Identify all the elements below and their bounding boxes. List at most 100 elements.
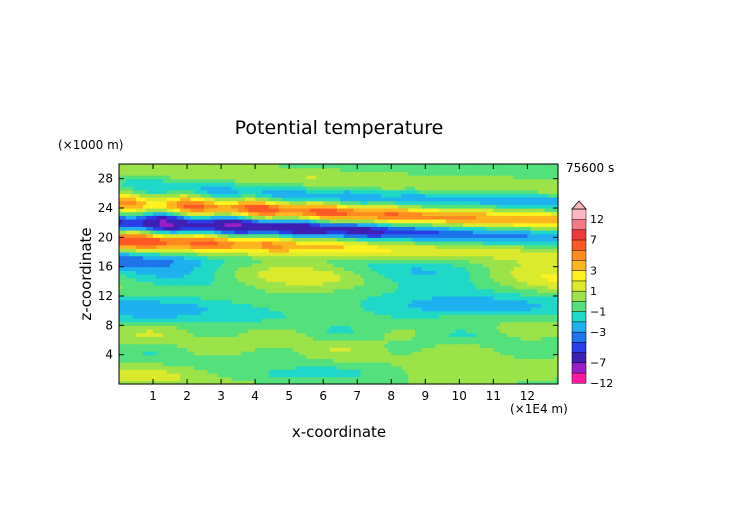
heatmap-cell bbox=[258, 314, 263, 319]
heatmap-cell bbox=[142, 193, 147, 198]
heatmap-cell bbox=[377, 197, 382, 202]
heatmap-cell bbox=[221, 299, 226, 304]
heatmap-cell bbox=[125, 186, 130, 191]
heatmap-cell bbox=[119, 233, 123, 238]
heatmap-cell bbox=[142, 241, 147, 246]
heatmap-cell bbox=[125, 310, 130, 315]
heatmap-cell bbox=[347, 277, 352, 282]
heatmap-cell bbox=[227, 336, 232, 341]
heatmap-cell bbox=[319, 222, 324, 227]
heatmap-cell bbox=[323, 351, 328, 356]
heatmap-cell bbox=[340, 351, 345, 356]
heatmap-cell bbox=[231, 186, 236, 191]
heatmap-cell bbox=[391, 178, 396, 183]
heatmap-cell bbox=[190, 296, 195, 301]
heatmap-cell bbox=[336, 211, 341, 216]
heatmap-cell bbox=[176, 292, 181, 297]
heatmap-cell bbox=[234, 373, 239, 378]
heatmap-cell bbox=[374, 325, 379, 330]
heatmap-cell bbox=[221, 167, 226, 172]
heatmap-cell bbox=[381, 178, 386, 183]
heatmap-cell bbox=[200, 347, 205, 352]
heatmap-cell bbox=[210, 211, 215, 216]
heatmap-cell bbox=[231, 373, 236, 378]
heatmap-cell bbox=[207, 241, 212, 246]
heatmap-cell bbox=[136, 318, 141, 323]
heatmap-cell bbox=[336, 171, 341, 176]
heatmap-cell bbox=[265, 274, 270, 279]
heatmap-cell bbox=[306, 222, 311, 227]
heatmap-cell bbox=[149, 336, 154, 341]
heatmap-cell bbox=[306, 351, 311, 356]
heatmap-cell bbox=[295, 325, 300, 330]
heatmap-cell bbox=[149, 244, 154, 249]
heatmap-cell bbox=[391, 182, 396, 187]
heatmap-cell bbox=[132, 340, 137, 345]
heatmap-cell bbox=[132, 252, 137, 257]
heatmap-cell bbox=[295, 376, 300, 381]
heatmap-cell bbox=[261, 186, 266, 191]
heatmap-cell bbox=[370, 281, 375, 286]
heatmap-cell bbox=[309, 365, 314, 370]
heatmap-cell bbox=[231, 351, 236, 356]
heatmap-cell bbox=[384, 373, 389, 378]
heatmap-cell bbox=[207, 369, 212, 374]
heatmap-cell bbox=[258, 164, 263, 169]
heatmap-cell bbox=[258, 285, 263, 290]
heatmap-cell bbox=[142, 233, 147, 238]
heatmap-cell bbox=[193, 274, 198, 279]
heatmap-cell bbox=[384, 237, 389, 242]
heatmap-cell bbox=[377, 281, 382, 286]
heatmap-cell bbox=[336, 340, 341, 345]
heatmap-cell bbox=[367, 281, 372, 286]
heatmap-cell bbox=[244, 373, 249, 378]
heatmap-cell bbox=[316, 182, 321, 187]
heatmap-cell bbox=[125, 332, 130, 337]
heatmap-cell bbox=[241, 244, 246, 249]
heatmap-cell bbox=[377, 321, 382, 326]
heatmap-cell bbox=[210, 186, 215, 191]
heatmap-cell bbox=[316, 178, 321, 183]
heatmap-cell bbox=[265, 200, 270, 205]
heatmap-cell bbox=[391, 259, 396, 264]
heatmap-cell bbox=[251, 186, 256, 191]
heatmap-cell bbox=[210, 200, 215, 205]
heatmap-cell bbox=[163, 321, 168, 326]
heatmap-cell bbox=[139, 299, 144, 304]
heatmap-cell bbox=[364, 373, 369, 378]
heatmap-cell bbox=[387, 200, 392, 205]
heatmap-cell bbox=[384, 347, 389, 352]
heatmap-cell bbox=[214, 336, 219, 341]
heatmap-cell bbox=[370, 274, 375, 279]
heatmap-cell bbox=[347, 259, 352, 264]
heatmap-cell bbox=[125, 222, 130, 227]
heatmap-cell bbox=[227, 237, 232, 242]
heatmap-cell bbox=[187, 362, 192, 367]
heatmap-cell bbox=[204, 189, 209, 194]
heatmap-cell bbox=[353, 358, 358, 363]
heatmap-cell bbox=[244, 270, 249, 275]
heatmap-cell bbox=[119, 354, 123, 359]
heatmap-cell bbox=[153, 197, 158, 202]
heatmap-cell bbox=[241, 197, 246, 202]
heatmap-cell bbox=[176, 200, 181, 205]
heatmap-cell bbox=[384, 343, 389, 348]
heatmap-cell bbox=[125, 219, 130, 224]
heatmap-cell bbox=[329, 182, 334, 187]
heatmap-cell bbox=[306, 274, 311, 279]
heatmap-cell bbox=[292, 274, 297, 279]
heatmap-cell bbox=[176, 270, 181, 275]
heatmap-cell bbox=[136, 329, 141, 334]
heatmap-cell bbox=[289, 167, 294, 172]
heatmap-cell bbox=[132, 241, 137, 246]
heatmap-cell bbox=[340, 263, 345, 268]
heatmap-cell bbox=[132, 354, 137, 359]
heatmap-cell bbox=[244, 376, 249, 381]
heatmap-cell bbox=[319, 292, 324, 297]
heatmap-cell bbox=[282, 167, 287, 172]
heatmap-cell bbox=[166, 292, 171, 297]
heatmap-cell bbox=[207, 274, 212, 279]
heatmap-cell bbox=[163, 336, 168, 341]
heatmap-cell bbox=[347, 248, 352, 253]
